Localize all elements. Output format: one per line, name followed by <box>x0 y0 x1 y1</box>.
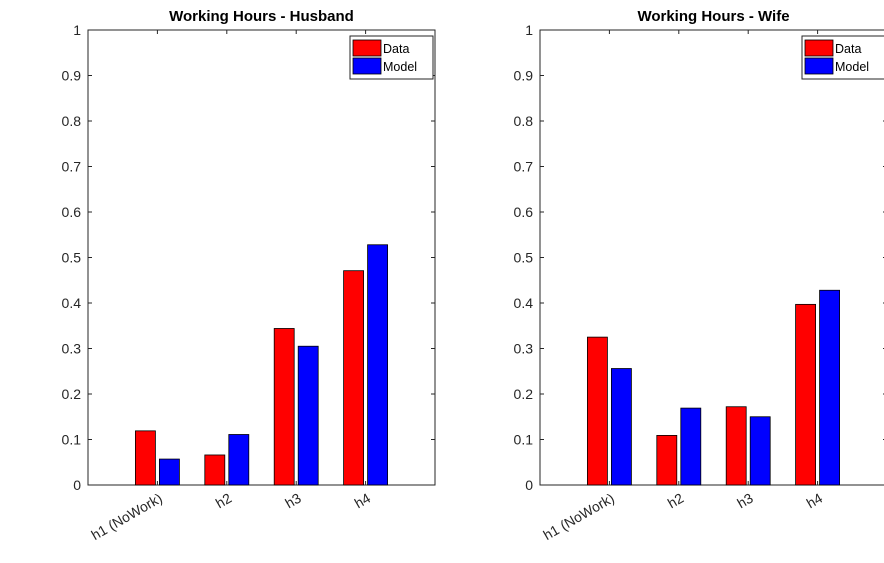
legend-swatch-model <box>804 57 834 75</box>
y-tick-label: 1 <box>525 22 533 38</box>
y-tick-label: 1 <box>73 22 81 38</box>
y-tick-label: 0.6 <box>514 204 534 220</box>
y-tick-label: 0.3 <box>62 341 82 357</box>
y-tick-label: 0.9 <box>514 68 534 84</box>
bar-data-2 <box>656 435 678 486</box>
bar-model-1 <box>158 458 180 486</box>
bar-model-1 <box>611 368 632 486</box>
bar-data-3 <box>273 328 295 486</box>
bar-data-1 <box>587 336 608 486</box>
legend-swatch-data <box>804 39 834 57</box>
chart-title: Working Hours - Husband <box>169 8 354 25</box>
y-tick-label: 0.3 <box>514 341 534 357</box>
legend-swatch-data <box>352 39 382 57</box>
bar-model-4 <box>367 244 389 486</box>
y-tick-label: 0 <box>525 477 533 493</box>
chart-panel-2: Working Hours - Wife 0 0.1 0.2 0.3 0.4 0.5 0.6 0… <box>514 8 884 543</box>
bar-model-3 <box>749 416 771 486</box>
bar-model-2 <box>680 407 702 486</box>
x-tick-label: h2 <box>665 490 687 512</box>
y-tick-label: 0.2 <box>514 386 534 402</box>
y-tick-label: 0.8 <box>62 113 82 129</box>
y-tick-label: 0.4 <box>514 295 534 311</box>
legend-label-model: Model <box>835 60 869 74</box>
bar-data-1 <box>134 430 156 486</box>
bar-model-2 <box>228 434 250 486</box>
bar-model-4 <box>819 289 840 486</box>
bar-model-3 <box>297 345 319 486</box>
chart-title: Working Hours - Wife <box>637 8 789 25</box>
x-tick-label: h2 <box>213 490 235 512</box>
x-tick-label: h4 <box>804 490 826 512</box>
bar-data-3 <box>725 406 747 486</box>
legend-label-data: Data <box>835 42 861 56</box>
bar-data-2 <box>204 454 226 486</box>
legend-label-data: Data <box>383 42 409 56</box>
y-tick-label: 0.5 <box>514 250 534 266</box>
bar-data-4 <box>795 303 816 486</box>
y-tick-label: 0.4 <box>62 295 82 311</box>
legend-swatch-model <box>352 57 382 75</box>
x-tick-label: h3 <box>282 490 304 512</box>
x-tick-label: h1 (NoWork) <box>540 490 616 543</box>
y-tick-label: 0.5 <box>62 250 82 266</box>
y-tick-label: 0 <box>73 477 81 493</box>
y-tick-label: 0.7 <box>62 159 82 175</box>
legend-label-model: Model <box>383 60 417 74</box>
x-tick-label: h1 (NoWork) <box>88 490 164 543</box>
y-tick-label: 0.2 <box>62 386 82 402</box>
y-tick-label: 0.8 <box>514 113 534 129</box>
y-tick-label: 0.6 <box>62 204 82 220</box>
x-tick-label: h4 <box>352 490 374 512</box>
y-tick-label: 0.9 <box>62 68 82 84</box>
bar-data-4 <box>343 270 365 486</box>
y-tick-label: 0.7 <box>514 159 534 175</box>
y-tick-label: 0.1 <box>514 432 534 448</box>
chart-panel-1: Working Hours - Husband 0 0.1 0.2 0.3 0.4 0.5 0… <box>62 8 436 543</box>
y-tick-label: 0.1 <box>62 432 82 448</box>
x-tick-label: h3 <box>734 490 756 512</box>
